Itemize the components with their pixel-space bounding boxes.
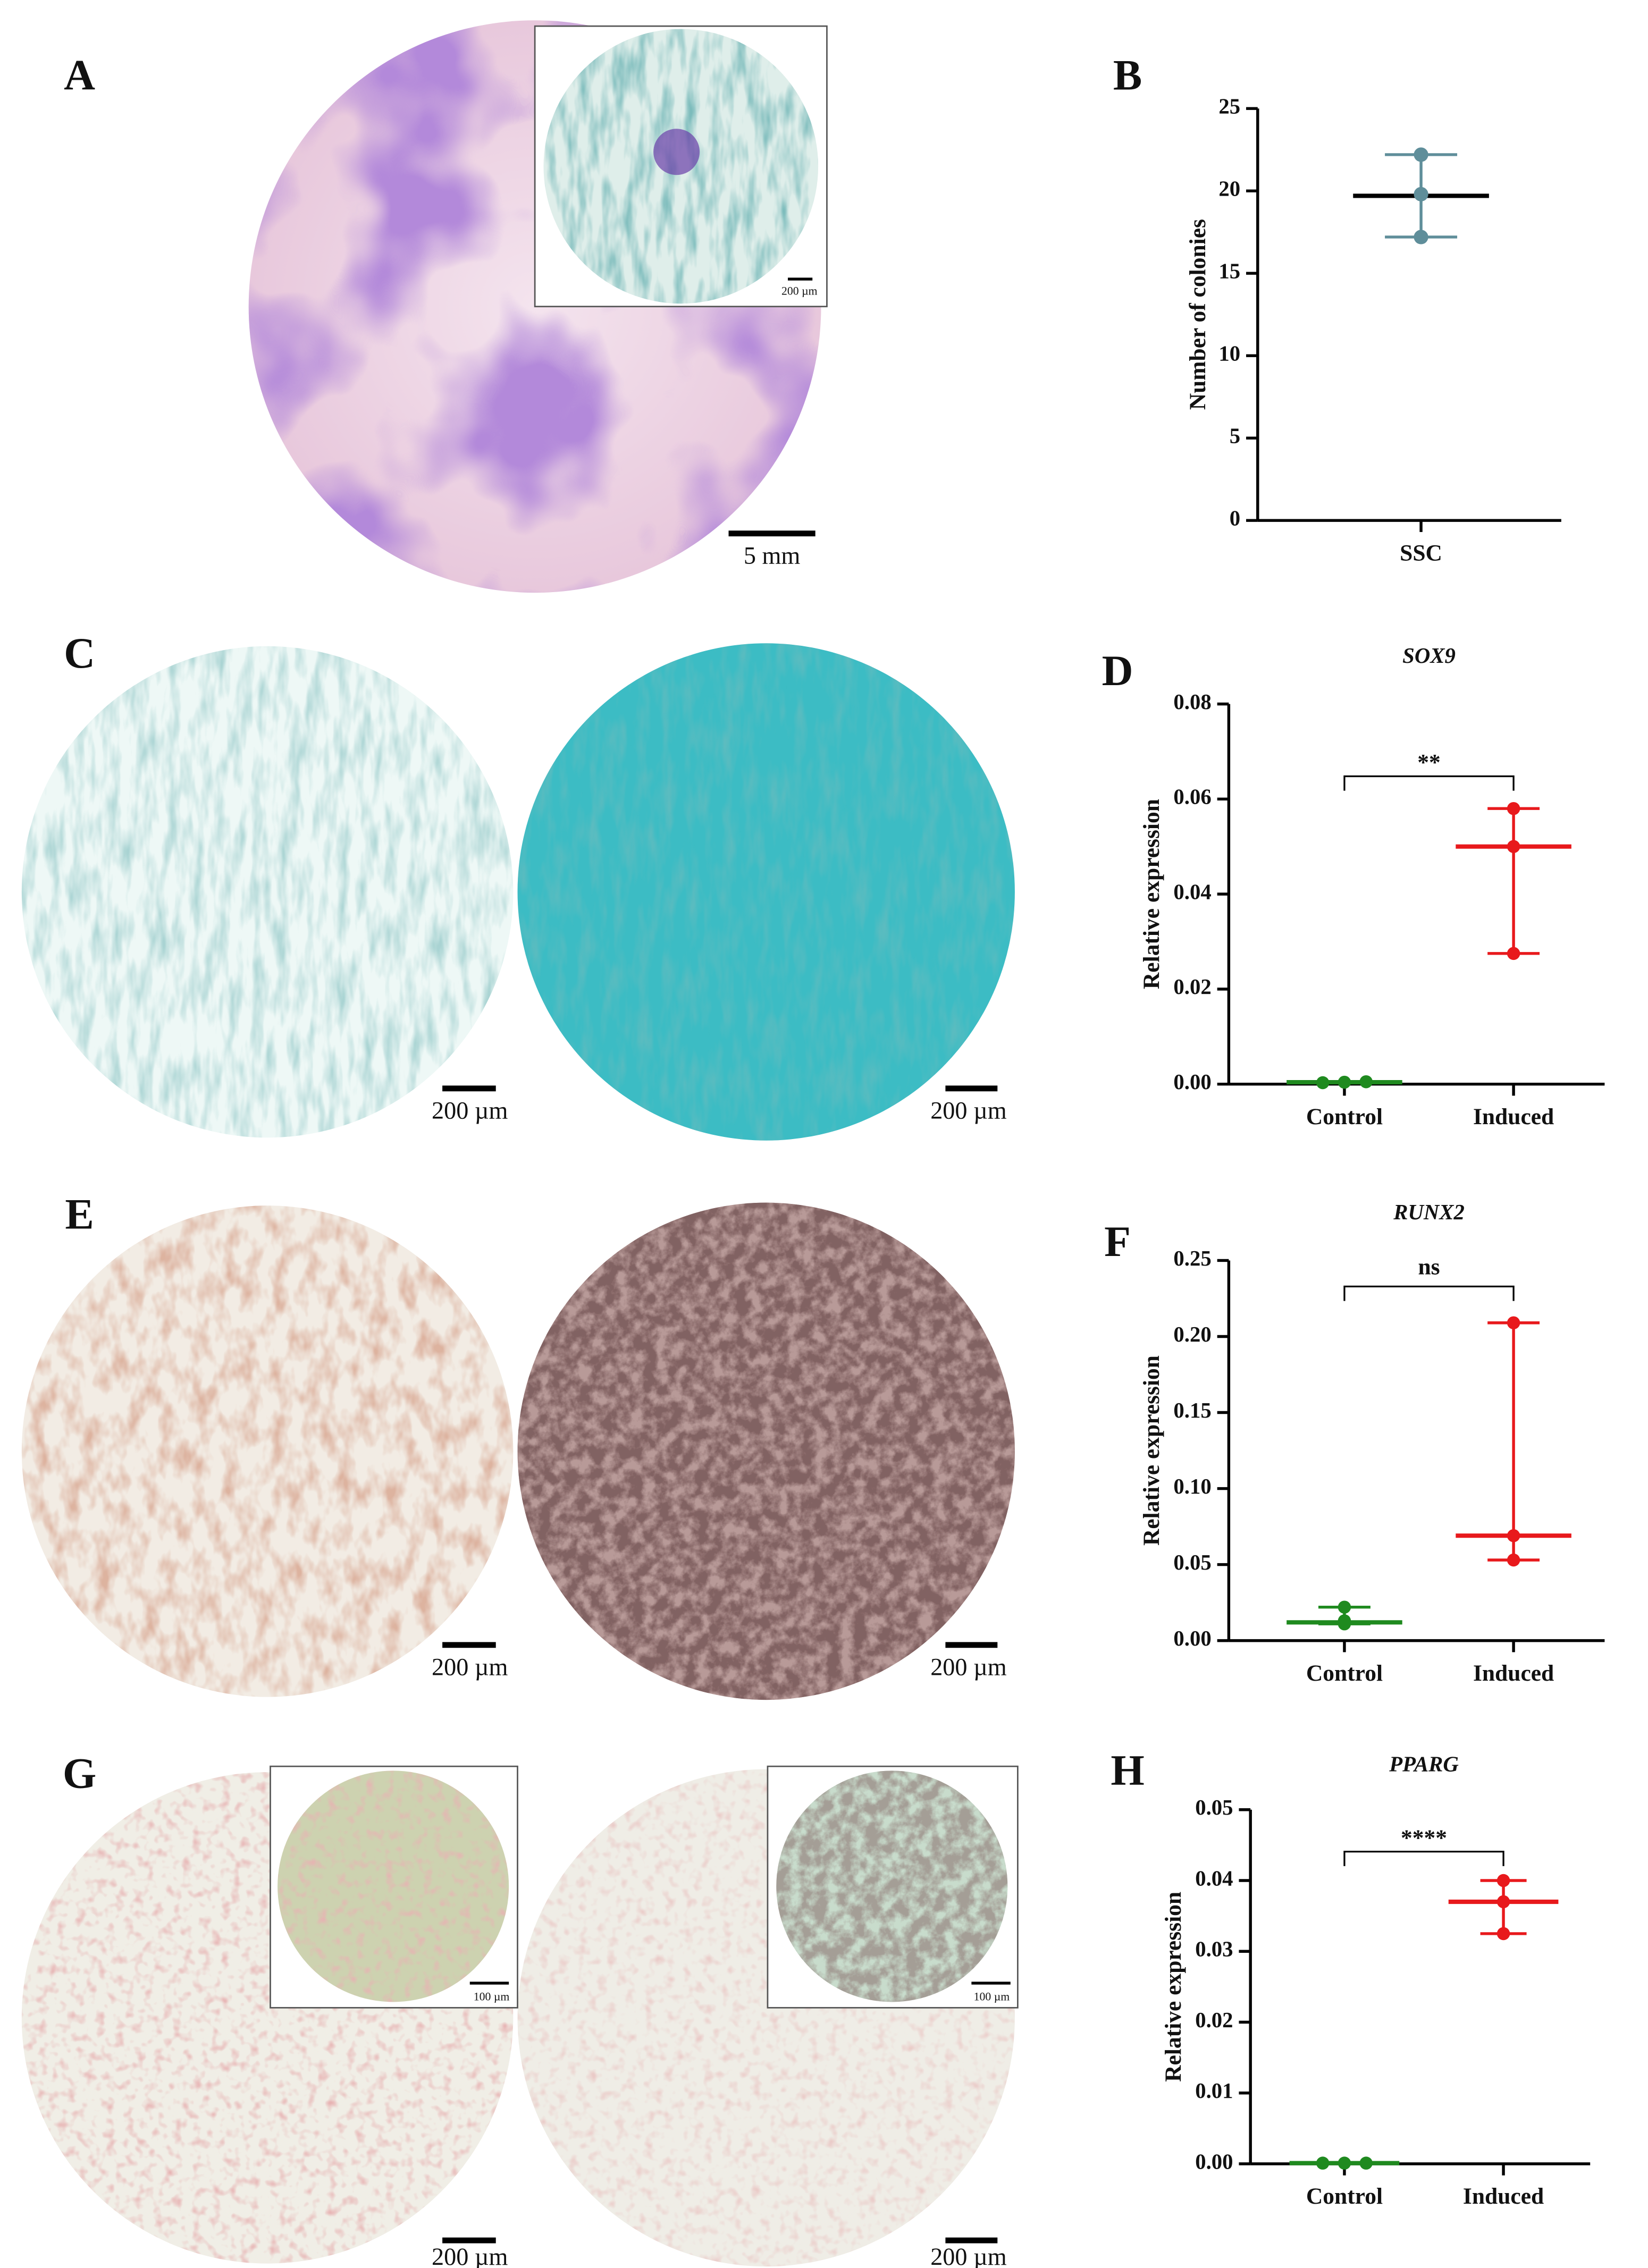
y-axis-label: Number of colonies [1185,219,1210,410]
panel-letter: E [65,1190,94,1238]
data-point [1316,2156,1330,2170]
scale-label: 200 µm [432,1097,508,1124]
inset-texture [278,1770,509,2002]
y-tick-label: 0.01 [1195,2079,1233,2103]
data-point [1507,1529,1520,1542]
y-tick-label: 0.05 [1195,1795,1233,1819]
chart-title: RUNX2 [1393,1200,1465,1224]
y-tick-label: 0.04 [1173,880,1211,904]
x-tick-label: Control [1306,1104,1383,1129]
y-tick-label: 0.05 [1173,1550,1211,1574]
data-point [1338,1614,1351,1628]
y-axis-label: Relative expression [1161,1892,1186,2082]
panel-a: 200 µm 5 mm A [64,20,828,593]
image-texture [517,1202,1015,1700]
data-point [1359,2156,1373,2170]
scale-label: 5 mm [744,542,801,569]
panel-letter: B [1113,50,1142,99]
inset-colony [653,129,700,175]
y-tick-label: 0.15 [1173,1398,1211,1422]
significance-label: ** [1417,750,1440,775]
chart: H PPARG 0.00 0.01 0.02 0.03 0.04 0.05 Relative e… [1111,1746,1591,2209]
significance-bracket [1343,1285,1515,1301]
data-point [1507,1316,1520,1329]
y-tick-label: 0.08 [1173,690,1211,714]
chart: B 0 5 10 15 20 25 Number of colonies SSC [1113,50,1561,566]
panel-letter: A [64,50,95,99]
significance-label: ns [1418,1254,1440,1280]
panel-c: 200 µm 200 µm C [21,629,1015,1141]
data-point [1507,802,1520,815]
data-point [1316,1076,1330,1090]
y-tick-label: 0.02 [1173,975,1211,999]
y-tick-label: 0 [1230,507,1240,530]
image-texture [21,1205,514,1697]
y-tick-label: 0.04 [1195,1866,1233,1890]
y-tick-label: 0.10 [1173,1474,1211,1498]
data-point [1338,2156,1351,2170]
significance-bracket [1343,775,1515,791]
significance-label: **** [1401,1825,1447,1851]
y-tick-label: 5 [1230,424,1240,448]
panel-letter: H [1111,1746,1144,1794]
data-point [1414,187,1428,201]
image-texture [517,643,1015,1141]
data-point [1414,147,1428,162]
chart-title: SOX9 [1402,644,1456,668]
image-texture [21,646,514,1138]
y-tick-label: 0.06 [1173,785,1211,809]
y-tick-label: 0.25 [1173,1246,1211,1270]
panel-e: 200 µm 200 µm E [21,1190,1015,1700]
panel-letter: D [1102,646,1133,695]
panel-g: 100 µm 100 µm 200 µm 200 µm G [21,1749,1019,2268]
x-tick-label: Control [1306,1660,1383,1686]
x-tick-label: Induced [1463,2183,1544,2209]
data-point [1507,1553,1520,1567]
data-point [1414,230,1428,244]
y-tick-label: 15 [1218,259,1240,283]
chart: F RUNX2 0.00 0.05 0.10 0.15 0.20 0.25 Relative e… [1104,1200,1605,1686]
y-tick-label: 0.00 [1195,2149,1233,2173]
chart-title: PPARG [1389,1752,1459,1776]
data-point [1496,1874,1510,1887]
scale-label: 200 µm [930,1654,1007,1681]
scale-label: 200 µm [930,2243,1007,2268]
y-tick-label: 0.20 [1173,1322,1211,1346]
inset-texture [776,1770,1008,2002]
y-tick-label: 0.03 [1195,1937,1233,1961]
data-point [1507,947,1520,960]
y-tick-label: 20 [1218,177,1240,201]
x-tick-label: Induced [1473,1660,1554,1686]
x-tick-label: Induced [1473,1104,1554,1129]
scale-label: 200 µm [432,2243,508,2268]
y-tick-label: 0.00 [1173,1626,1211,1650]
scale-label: 200 µm [432,1654,508,1681]
y-axis-label: Relative expression [1139,1355,1164,1546]
y-axis-label: Relative expression [1139,799,1164,989]
panel-letter: C [64,629,95,677]
panel-letter: F [1104,1217,1131,1266]
scale-label: 100 µm [474,1990,510,2003]
data-point [1496,1927,1510,1941]
x-tick-label: SSC [1400,540,1442,566]
scale-label: 100 µm [974,1990,1010,2003]
y-tick-label: 0.02 [1195,2008,1233,2032]
data-point [1338,1600,1351,1614]
scale-label: 200 µm [930,1097,1007,1124]
y-tick-label: 25 [1218,95,1240,119]
panel-letter: G [63,1749,96,1798]
significance-bracket [1343,1851,1504,1866]
data-point [1496,1895,1510,1909]
x-tick-label: Control [1306,2183,1383,2209]
data-point [1338,1075,1351,1089]
data-point [1359,1075,1373,1089]
scale-label: 200 µm [781,284,818,297]
chart: D SOX9 0.00 0.02 0.04 0.06 0.08 Relative expres… [1102,644,1605,1129]
data-point [1507,840,1520,853]
y-tick-label: 0.00 [1173,1070,1211,1094]
y-tick-label: 10 [1218,342,1240,366]
